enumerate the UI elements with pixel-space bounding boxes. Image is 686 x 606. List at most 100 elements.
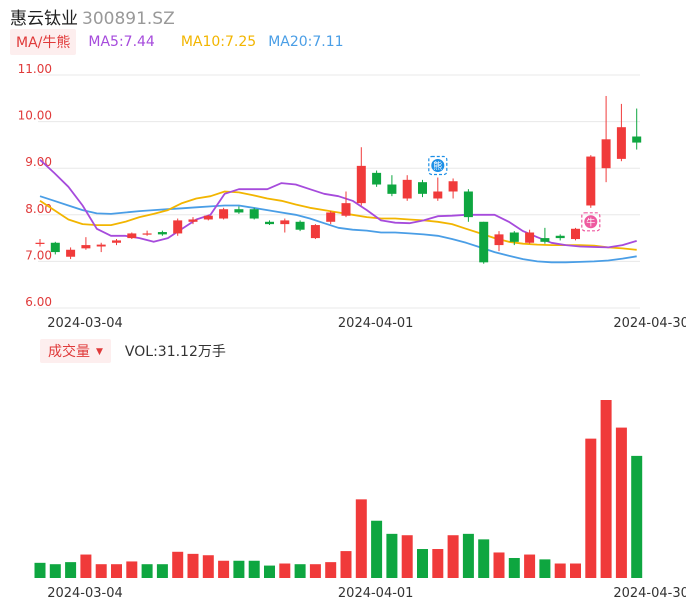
marker-label: 牛 [586,216,595,228]
candle [571,227,580,241]
candle-body [356,165,366,204]
volume-bar [34,562,46,578]
candle-body [96,244,106,247]
volume-bar [309,564,321,578]
volume-bar [508,557,520,578]
candle-body [219,209,229,219]
candle-body [525,232,535,243]
volume-bar [371,520,383,578]
candle-body [463,191,473,218]
y-tick-label: 7.00 [25,248,52,262]
volume-bar [401,535,413,578]
y-tick-label: 10.00 [18,109,52,123]
candle-body [127,233,137,239]
volume-bar [111,564,122,578]
candle-body [341,203,351,216]
volume-bar [233,560,245,578]
volume-bar [432,549,444,578]
marker-label: 熊 [433,160,442,172]
candle [188,217,198,225]
volume-bar [279,563,291,578]
stock-code: 300891.SZ [82,9,175,29]
candle [616,103,626,162]
y-tick-label: 6.00 [25,295,52,309]
volume-legend: 成交量 ▼ VOL:31.12万手 [40,339,226,363]
volume-bar [325,562,337,578]
volume-bar [95,564,107,578]
candle [356,147,366,206]
candle [219,207,229,220]
candle-body [50,242,60,253]
candle [540,227,550,244]
candle [479,221,489,264]
candle-body [265,221,274,225]
candle [448,178,458,199]
candle [418,179,427,198]
volume-bars [34,400,643,578]
candle [96,242,106,253]
candle-body [540,238,550,242]
candle [326,211,336,225]
candle-body [616,127,626,159]
ma20-line [39,195,637,264]
bear-signal-icon: 熊 [428,155,448,176]
candle-body [509,232,519,242]
stock-name: 惠云钛业 [10,9,78,29]
dropdown-triangle-icon: ▼ [96,347,103,357]
volume-bar [493,552,505,578]
x-tick-label: 2024-04-30 [613,586,686,601]
volume-tag-label: 成交量 [48,344,90,360]
volume-bar [524,554,536,578]
candle-body [35,242,45,244]
volume-bar [65,562,77,578]
candle [50,241,60,255]
volume-indicator-tag[interactable]: 成交量 ▼ [40,339,111,363]
candle [387,175,397,197]
candle [555,234,565,241]
marker-frame [581,212,601,232]
x-tick-label: 2024-03-04 [47,586,123,601]
candle-body [310,225,320,239]
x-tick-label: 2024-04-01 [338,316,414,331]
volume-bar [539,559,551,578]
candle [127,232,137,240]
candle [203,214,213,221]
volume-bar [172,551,184,578]
candle [280,218,290,233]
ma-indicator-tag[interactable]: MA/牛熊 [10,29,77,55]
candle-body [173,220,183,234]
candle [509,231,519,246]
candle [173,218,183,236]
candle [249,207,259,220]
candle [66,247,76,260]
candle [112,239,121,246]
candle-body [112,240,121,243]
moving-averages [39,159,637,264]
candle-body [479,221,489,263]
volume-bar [218,560,230,578]
signal-markers: 熊牛 [428,155,601,232]
volume-bar [554,563,566,578]
stock-title: 惠云钛业 300891.SZ [10,4,175,29]
x-tick-label: 2024-04-01 [338,586,414,601]
candle [234,206,244,214]
candle-body [632,136,642,143]
price-date-axis: 2024-03-04 2024-04-01 2024-04-30 [47,316,686,331]
ma5-line [39,159,637,249]
candle [402,175,412,201]
volume-bar [294,564,306,578]
volume-bar [600,400,612,578]
volume-bar [615,427,627,578]
y-tick-label: 8.00 [25,202,52,216]
candle-body [295,221,305,230]
candle-body [571,228,580,240]
candle-body [372,172,382,185]
candle-body [326,212,336,222]
price-grid [38,74,640,309]
volume-bar [585,438,597,578]
volume-bar [187,553,199,578]
volume-bar [570,563,581,578]
candlesticks [35,95,642,264]
